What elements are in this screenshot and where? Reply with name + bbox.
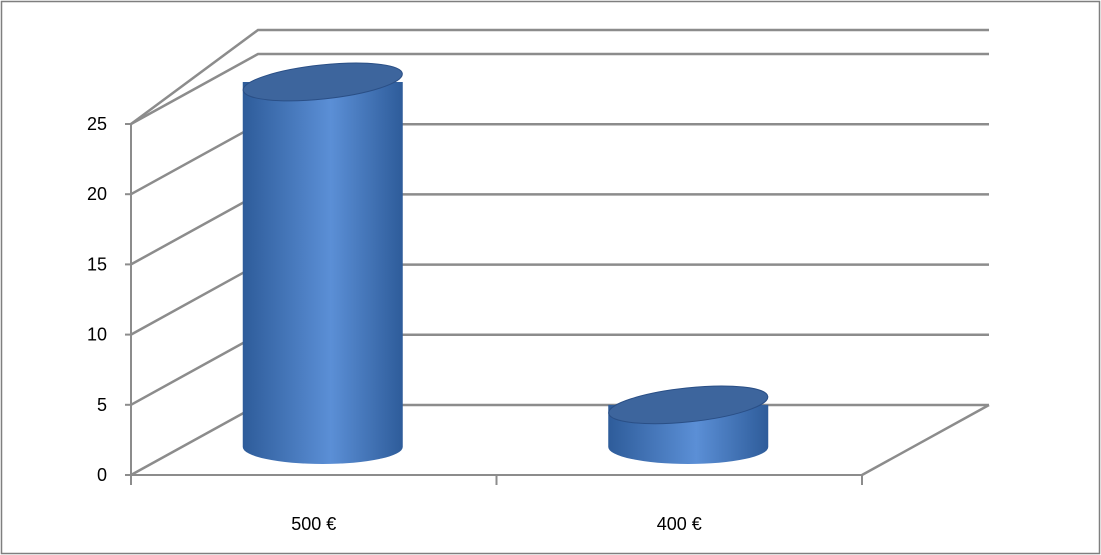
bar-400 €: [608, 385, 769, 464]
wall-top-edge: [130, 28, 989, 126]
bar-body: [242, 81, 403, 465]
bar-top: [608, 385, 769, 425]
gridline: [130, 52, 989, 126]
y-tick-label: 10: [87, 325, 107, 345]
y-tick-label: 25: [87, 114, 107, 134]
x-category-label: 500 €: [291, 514, 336, 534]
x-category-label: 400 €: [657, 514, 702, 534]
floor-edge: [861, 403, 990, 477]
y-tick-label: 5: [97, 395, 107, 415]
bar-top: [242, 62, 403, 102]
y-tick-label: 15: [87, 254, 107, 274]
y-tick-label: 0: [97, 465, 107, 485]
bar-500 €: [242, 62, 403, 465]
y-tick-label: 20: [87, 184, 107, 204]
